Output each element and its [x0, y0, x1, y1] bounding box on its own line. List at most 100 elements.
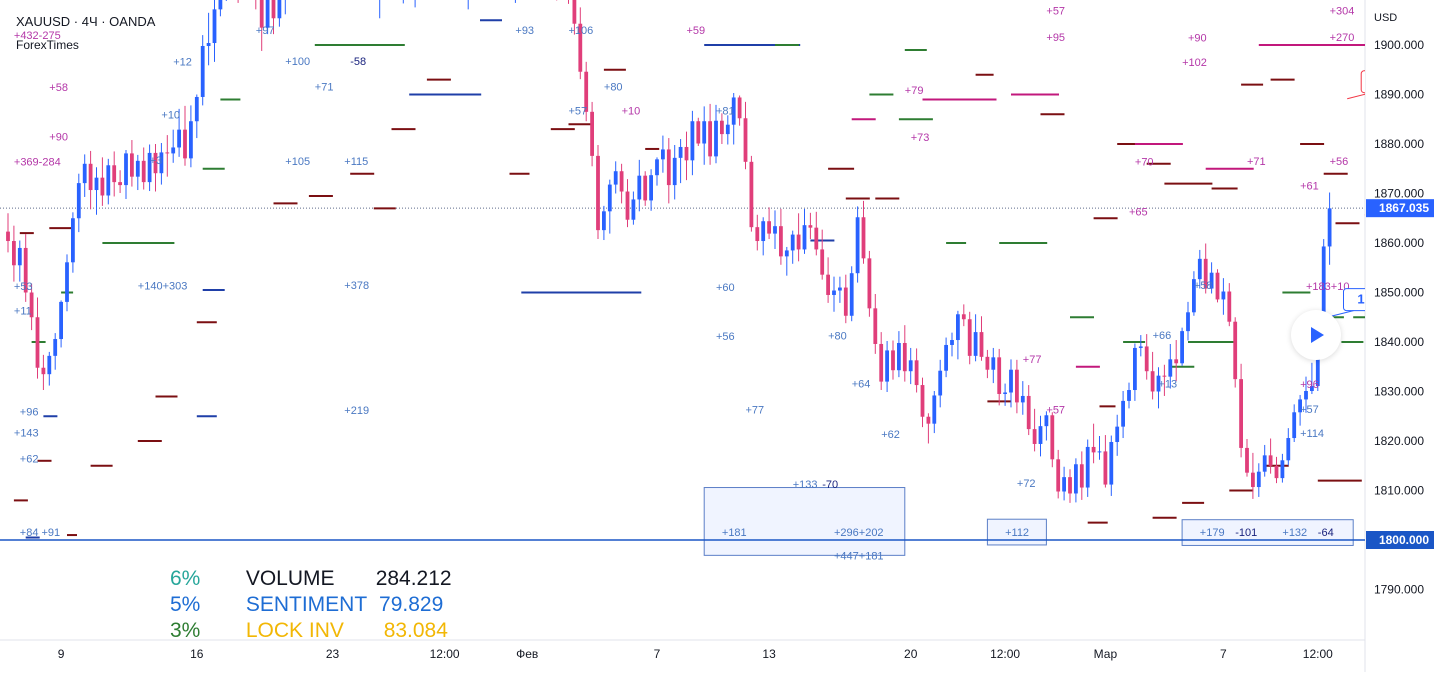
candle-body — [731, 97, 736, 125]
price-callout-pointer — [1329, 310, 1354, 318]
flow-label: -58 — [350, 56, 366, 68]
candle-body — [1150, 371, 1155, 392]
candle-body — [6, 231, 10, 242]
flow-label: +72 — [1017, 478, 1036, 490]
flow-label: +58 — [1194, 280, 1213, 292]
candle-body — [891, 350, 895, 371]
candle-body — [23, 247, 28, 293]
flow-label: +60 — [716, 282, 735, 294]
candle-body — [820, 249, 825, 275]
flow-label: +81 — [716, 105, 735, 117]
price-callout-box — [1343, 288, 1365, 312]
candle-body — [672, 157, 677, 186]
x-tick-label: 7 — [654, 647, 661, 661]
candle-body — [1079, 464, 1084, 488]
candle-body — [1280, 460, 1285, 479]
candle-body — [1109, 441, 1114, 485]
flow-label: +95 — [1046, 32, 1065, 44]
candle-body — [1209, 272, 1214, 289]
candle-body — [832, 290, 836, 295]
candle-body — [684, 146, 689, 161]
stat-lockinv-pct: 3% — [170, 619, 201, 642]
candle-body — [1251, 472, 1255, 488]
candle-body — [1015, 369, 1019, 403]
price-tag-box — [1366, 199, 1434, 218]
flow-label: +115 — [344, 156, 368, 168]
candle-body — [1127, 390, 1131, 401]
candle-body — [1286, 438, 1291, 461]
x-tick-label: 20 — [904, 647, 918, 661]
candle-body — [902, 342, 907, 372]
candle-body — [1044, 415, 1049, 427]
flow-label: +73 — [911, 132, 930, 144]
cluster-label: -64 — [1318, 527, 1334, 539]
x-tick-label: 12:00 — [430, 647, 460, 661]
flow-label: +143 — [14, 428, 39, 440]
candle-body — [761, 221, 766, 242]
y-tick-label: 1810.000 — [1374, 484, 1424, 498]
x-tick-label: 9 — [58, 647, 65, 661]
candle-body — [1304, 391, 1308, 400]
candle-body — [147, 152, 152, 183]
candle-body — [171, 147, 176, 154]
candle-body — [1168, 359, 1173, 377]
y-tick-label: 1860.000 — [1374, 236, 1424, 250]
candle-body — [1197, 258, 1202, 280]
candle-body — [649, 175, 653, 201]
candle-body — [749, 161, 754, 228]
candle-body — [590, 111, 594, 156]
price-tag-label: 1867.035 — [1379, 201, 1429, 215]
candle-body — [1239, 379, 1243, 448]
flow-label: +71 — [1247, 156, 1266, 168]
candle-body — [1068, 477, 1072, 494]
candle-body — [991, 357, 996, 370]
candle-body — [29, 292, 34, 318]
flow-label: +77 — [746, 404, 765, 416]
x-tick-label: 12:00 — [990, 647, 1020, 661]
candle-body — [41, 367, 46, 375]
flow-label: +3 — [150, 155, 163, 167]
price-callout-box — [1360, 70, 1365, 94]
candle-body — [784, 250, 789, 257]
candle-body — [855, 217, 860, 274]
candle-body — [1115, 426, 1120, 442]
flow-label: +65 — [1129, 206, 1148, 218]
flow-label: +10 — [161, 109, 180, 121]
candle-body — [631, 199, 636, 220]
candle-body — [1245, 447, 1249, 473]
candle-body — [189, 121, 193, 159]
candle-body — [861, 217, 866, 259]
candle-body — [625, 191, 630, 220]
flow-label: +102 — [1182, 57, 1207, 69]
candle-body — [1162, 375, 1167, 377]
candle-body — [1121, 400, 1125, 427]
candle-body — [1192, 279, 1196, 313]
candle-body — [838, 287, 842, 291]
flow-label: +378 — [344, 280, 369, 292]
candle-body — [814, 227, 819, 250]
flow-label: +133 — [793, 479, 818, 491]
x-tick-label: 13 — [762, 647, 776, 661]
candle-body — [165, 152, 170, 154]
candle-body — [897, 342, 901, 371]
cluster-label: +132 — [1282, 527, 1307, 539]
stat-volume-value: 284.212 — [375, 567, 452, 590]
candle-body — [1050, 415, 1055, 460]
candle-body — [1138, 346, 1143, 348]
candle-body — [973, 332, 978, 356]
play-button[interactable] — [1291, 310, 1341, 360]
candle-body — [194, 96, 199, 122]
stat-volume-name: VOLUME — [245, 567, 335, 590]
candle-body — [1256, 471, 1261, 488]
flow-label: +12 — [173, 56, 192, 68]
candle-body — [1097, 451, 1102, 453]
candle-body — [1085, 446, 1090, 488]
candle-body — [1103, 451, 1108, 485]
flow-label: +58 — [49, 82, 68, 94]
price-tag-label: 1800.000 — [1379, 533, 1429, 547]
price-callout-label: 1889.150 — [1375, 74, 1429, 89]
flow-label: +64 — [852, 379, 871, 391]
source-label: ForexTimes — [16, 38, 79, 52]
